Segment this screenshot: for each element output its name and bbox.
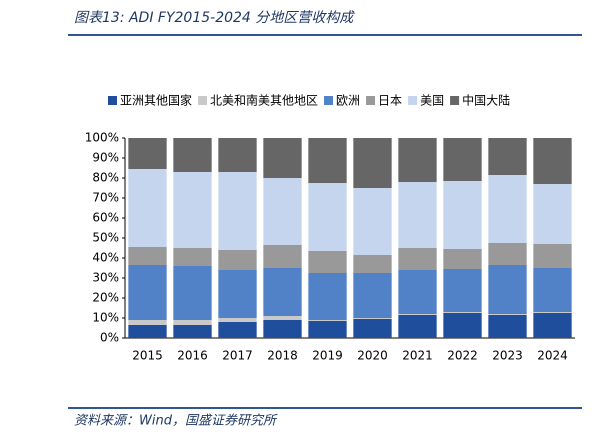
bar-segment (263, 316, 302, 320)
bar-segment (173, 138, 212, 172)
bar-segment (173, 266, 212, 320)
bar-segment (533, 244, 572, 268)
bar-segment (218, 138, 257, 172)
bar-segment (353, 138, 392, 188)
legend-swatch (324, 96, 334, 105)
bar-segment (128, 265, 167, 320)
y-tick-label: 50% (92, 231, 119, 245)
bar-segment (353, 318, 392, 319)
bar-segment (398, 248, 437, 270)
bar-segment (128, 325, 167, 338)
y-tick-label: 40% (92, 251, 119, 265)
bar-segment (173, 325, 212, 338)
bar-segment (128, 138, 167, 169)
legend-swatch (408, 96, 418, 105)
bar-segment (488, 314, 527, 315)
bar-segment (173, 248, 212, 266)
bar-segment (263, 268, 302, 316)
bar-segment (488, 175, 527, 243)
bar-segment (128, 169, 167, 247)
bar-segment (533, 312, 572, 313)
bar-segment (488, 138, 527, 175)
bar-segment (128, 320, 167, 325)
legend-swatch (366, 96, 376, 105)
bar-segment (533, 313, 572, 338)
chart-title: 图表13: ADI FY2015-2024 分地区营收构成 (74, 10, 355, 26)
bar-segment (308, 138, 347, 183)
bar-segment (533, 268, 572, 312)
bar-segment (443, 269, 482, 312)
bar-segment (218, 318, 257, 322)
bar-segment (128, 247, 167, 265)
x-tick-label: 2018 (267, 349, 298, 363)
legend-swatch (108, 96, 117, 105)
y-tick-label: 60% (92, 211, 119, 225)
bar-segment (443, 313, 482, 338)
legend-label: 亚洲其他国家 (120, 93, 192, 108)
x-tick-label: 2015 (132, 349, 163, 363)
bar-segment (218, 250, 257, 270)
bar-segment (443, 249, 482, 269)
bar-segment (263, 320, 302, 338)
x-tick-label: 2022 (447, 349, 478, 363)
y-tick-label: 80% (92, 171, 119, 185)
x-tick-label: 2016 (177, 349, 208, 363)
legend-label: 中国大陆 (462, 93, 510, 108)
bar-segment (218, 172, 257, 250)
bar-segment (308, 251, 347, 273)
bar-segment (353, 319, 392, 338)
legend-label: 北美和南美其他地区 (210, 93, 318, 108)
bar-segment (218, 270, 257, 318)
x-tick-label: 2020 (357, 349, 388, 363)
y-tick-label: 20% (92, 291, 119, 305)
bar-segment (263, 178, 302, 245)
bar-segment (533, 184, 572, 244)
bar-segment (398, 270, 437, 314)
bar-segment (308, 273, 347, 320)
y-tick-label: 70% (92, 191, 119, 205)
bar-segment (398, 314, 437, 315)
bar-segment (263, 138, 302, 178)
y-tick-label: 90% (92, 151, 119, 165)
bar-segment (398, 138, 437, 182)
bar-segment (443, 312, 482, 313)
bar-segment (308, 321, 347, 338)
legend-label: 日本 (378, 94, 402, 108)
bar-segment (488, 265, 527, 314)
y-tick-label: 100% (85, 131, 119, 145)
bar-segment (173, 320, 212, 325)
bar-segment (443, 181, 482, 249)
y-tick-label: 0% (100, 331, 119, 345)
legend-label: 欧洲 (336, 94, 360, 108)
legend-swatch (198, 96, 208, 105)
legend-swatch (450, 96, 460, 105)
bar-segment (398, 182, 437, 248)
x-tick-label: 2019 (312, 349, 343, 363)
x-tick-label: 2024 (537, 349, 568, 363)
legend-label: 美国 (420, 94, 444, 108)
bar-segment (488, 243, 527, 265)
bar-segment (353, 255, 392, 273)
source: 资料来源：Wind，国盛证券研究所 (74, 413, 278, 429)
x-tick-label: 2017 (222, 349, 253, 363)
bar-segment (488, 315, 527, 338)
bar-segment (398, 315, 437, 338)
bar-segment (173, 172, 212, 248)
y-tick-label: 10% (92, 311, 119, 325)
x-tick-label: 2023 (492, 349, 523, 363)
y-tick-label: 30% (92, 271, 119, 285)
bar-segment (533, 138, 572, 184)
bar-segment (308, 183, 347, 251)
bar-segment (218, 322, 257, 338)
bar-segment (308, 320, 347, 321)
bar-segment (263, 245, 302, 268)
bar-segment (353, 188, 392, 255)
bar-segment (353, 273, 392, 318)
x-tick-label: 2021 (402, 349, 433, 363)
bar-segment (443, 138, 482, 181)
